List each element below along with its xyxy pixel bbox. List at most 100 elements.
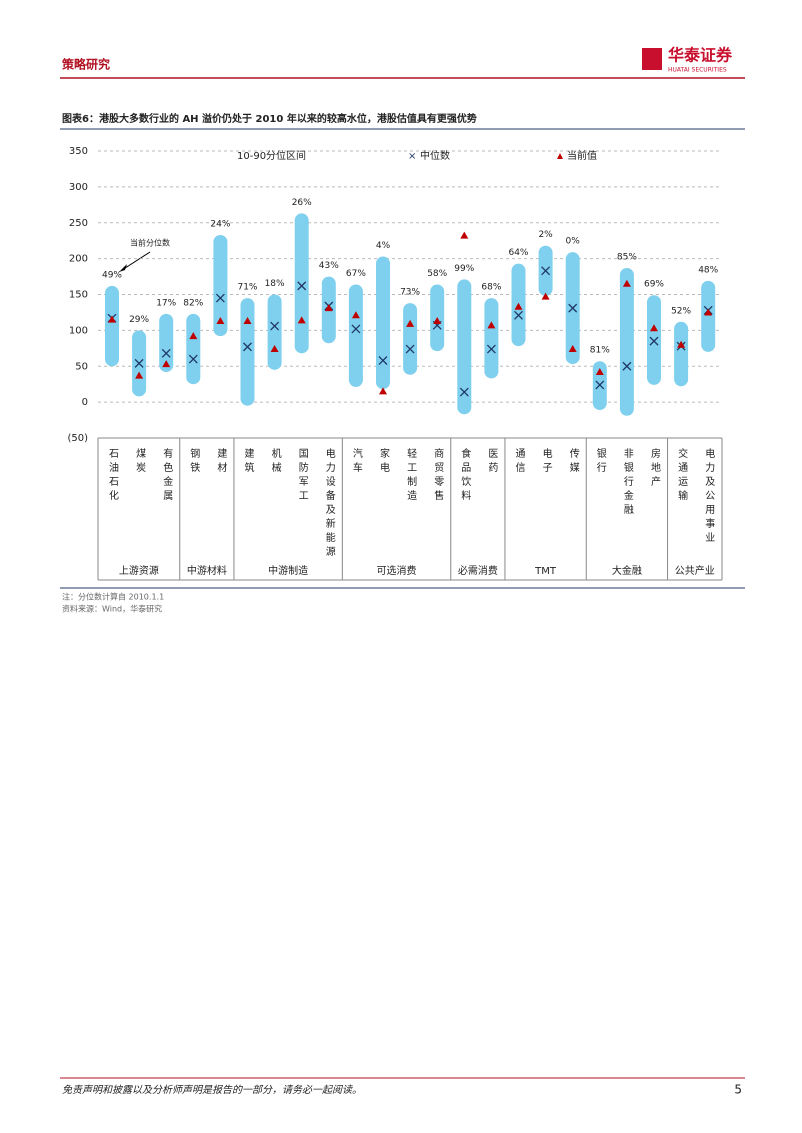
median-marker: [649, 336, 659, 346]
percentile-label: 52%: [671, 306, 691, 316]
range-bar: [403, 303, 418, 375]
median-marker: [459, 387, 469, 397]
current-marker: [297, 316, 306, 324]
median-marker: [378, 356, 388, 365]
y-tick-label: 150: [69, 290, 88, 301]
range-bar: [240, 298, 255, 406]
legend-marker: ×: [408, 151, 416, 162]
current-marker: [270, 345, 279, 353]
brand-en: HUATAI SECURITIES: [668, 67, 727, 74]
percentile-label: 48%: [698, 265, 718, 275]
current-marker: [595, 367, 604, 375]
percentile-label: 26%: [292, 198, 312, 208]
legend-label: 中位数: [420, 149, 450, 162]
current-marker: [135, 371, 144, 379]
legend-label: 当前值: [567, 149, 597, 162]
median-marker: [161, 348, 171, 358]
percentile-label: 43%: [319, 261, 339, 271]
percentile-label: 0%: [566, 237, 581, 247]
percentile-label: 82%: [183, 298, 203, 308]
median-marker: [134, 358, 144, 368]
current-marker: [351, 311, 360, 319]
category-label: 房地产: [649, 447, 661, 490]
current-marker: [514, 302, 523, 310]
group-label: 中游材料: [187, 564, 227, 577]
percentile-label: 85%: [617, 252, 637, 262]
current-marker: [189, 332, 198, 340]
group-label: 上游资源: [119, 564, 159, 577]
range-bar: [376, 256, 390, 390]
y-tick-label: 0: [82, 397, 88, 408]
range-bar: [647, 295, 661, 385]
category-label: 机械: [269, 447, 281, 476]
category-label: 建筑: [242, 447, 254, 476]
current-marker: [568, 345, 577, 353]
percentile-label: 29%: [129, 315, 149, 325]
percentile-label: 58%: [427, 269, 447, 279]
y-tick-label: 100: [69, 325, 88, 336]
current-marker: [406, 319, 415, 327]
percentile-label: 18%: [265, 279, 285, 289]
current-marker: [704, 308, 713, 316]
percentile-label: 71%: [237, 283, 257, 293]
median-marker: [514, 310, 523, 320]
current-marker: [216, 317, 225, 325]
category-label: 轻工制造: [405, 447, 417, 504]
range-bar: [674, 321, 689, 387]
y-tick-label: 200: [69, 254, 88, 265]
category-label: 非银行金融: [621, 448, 633, 518]
category-label: 银行: [594, 447, 606, 476]
y-tick-label: 350: [69, 146, 88, 157]
category-label: 电子: [540, 447, 552, 476]
current-marker: [650, 324, 658, 332]
current-marker: [677, 340, 686, 348]
range-bar: [213, 234, 228, 337]
median-marker: [568, 303, 578, 313]
median-marker: [297, 281, 307, 291]
percentile-label: 68%: [481, 283, 501, 293]
group-label: 大金融: [612, 564, 642, 577]
percentile-label: 24%: [210, 219, 230, 229]
range-bar: [457, 279, 472, 415]
category-label: 汽车: [350, 447, 362, 476]
annotation-arrow: [121, 251, 151, 271]
brand: 华泰证券: [668, 46, 733, 65]
category-label: 通信: [513, 448, 525, 476]
median-marker: [486, 344, 496, 354]
current-marker: [460, 231, 469, 239]
percentile-label: 81%: [590, 346, 610, 356]
arrow-head: [119, 264, 127, 272]
group-label: 中游制造: [268, 564, 308, 577]
current-marker: [108, 315, 116, 323]
category-label: 国防军工: [296, 448, 308, 504]
range-bar: [619, 267, 634, 416]
median-marker: [188, 354, 198, 364]
median-marker: [405, 344, 415, 354]
percentile-label: 64%: [508, 248, 528, 258]
current-marker: [243, 317, 252, 325]
legend-label: 10-90分位区间: [237, 149, 306, 162]
category-label: 食品饮料: [459, 447, 471, 504]
range-bar: [267, 294, 282, 370]
category-label: 传媒: [567, 448, 579, 476]
category-label: 建材: [215, 447, 227, 476]
category-label: 钢铁: [188, 447, 200, 476]
group-label: 公共产业: [675, 564, 715, 577]
current-marker: [379, 387, 387, 395]
y-tick-label: 250: [69, 218, 88, 229]
category-label: 有色金属: [161, 447, 173, 504]
current-marker: [433, 317, 442, 325]
group-label: 可选消费: [377, 564, 417, 577]
range-bar: [348, 284, 363, 388]
category-label: 医药: [486, 448, 498, 476]
current-marker: [541, 292, 550, 300]
y-tick-label: 300: [69, 182, 88, 193]
current-marker: [324, 304, 333, 312]
chart-title: 图表6：港股大多数行业的 AH 溢价仍处于 2010 年以来的较高水位，港股估值…: [62, 112, 477, 125]
percentile-label: 17%: [156, 298, 176, 308]
median-marker: [595, 380, 605, 390]
category-label: 电力设备及新能源: [323, 447, 335, 560]
percentile-label: 4%: [376, 241, 391, 251]
median-marker: [270, 321, 280, 331]
